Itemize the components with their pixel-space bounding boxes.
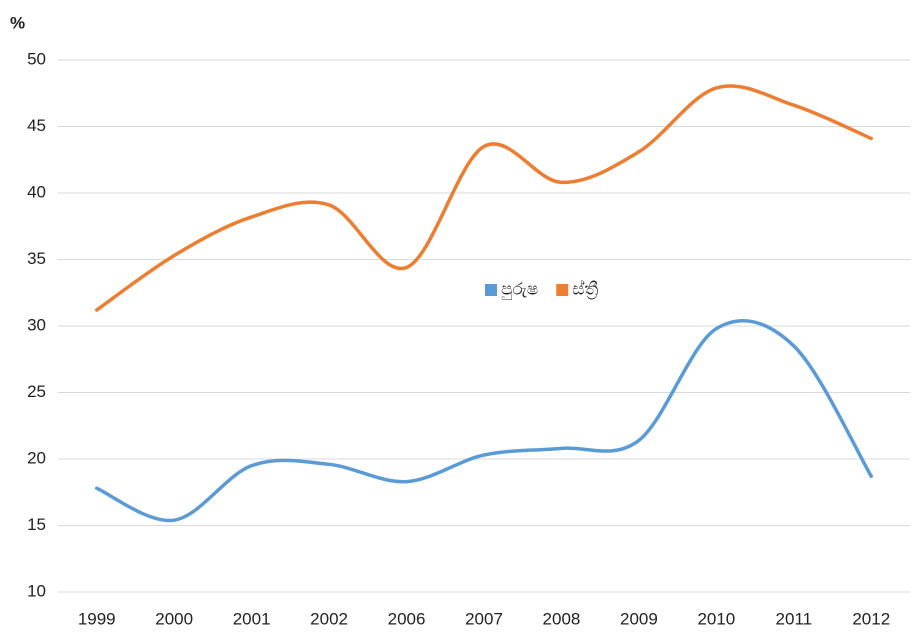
y-tick-label: 45 (27, 116, 46, 135)
series-line (94, 84, 874, 312)
y-tick-label: 30 (27, 315, 46, 334)
y-tick-label: 15 (27, 515, 46, 534)
series-line (94, 319, 874, 523)
x-tick-label: 2006 (388, 609, 426, 628)
y-tick-label: 50 (27, 49, 46, 68)
x-tick-label: 2002 (310, 609, 348, 628)
y-tick-label: 40 (27, 182, 46, 201)
y-tick-label: 25 (27, 382, 46, 401)
legend-label: පුරුෂ (501, 279, 538, 299)
x-tick-label: 2009 (620, 609, 658, 628)
y-tick-label: 10 (27, 581, 46, 600)
legend-swatch (485, 284, 497, 296)
x-tick-label: 2011 (776, 609, 813, 628)
x-tick-label: 2012 (852, 609, 890, 628)
y-tick-label: 35 (27, 249, 46, 268)
x-tick-label: 1999 (78, 609, 116, 628)
x-tick-label: 2001 (233, 609, 271, 628)
x-tick-label: 2000 (155, 609, 193, 628)
x-tick-label: 2010 (697, 609, 735, 628)
y-tick-label: 20 (27, 448, 46, 467)
y-axis-label: % (10, 13, 25, 32)
legend-swatch (556, 284, 569, 296)
x-tick-label: 2007 (465, 609, 503, 628)
x-tick-label: 2008 (543, 609, 581, 628)
legend-label: ස්ත්‍රී (572, 279, 598, 299)
